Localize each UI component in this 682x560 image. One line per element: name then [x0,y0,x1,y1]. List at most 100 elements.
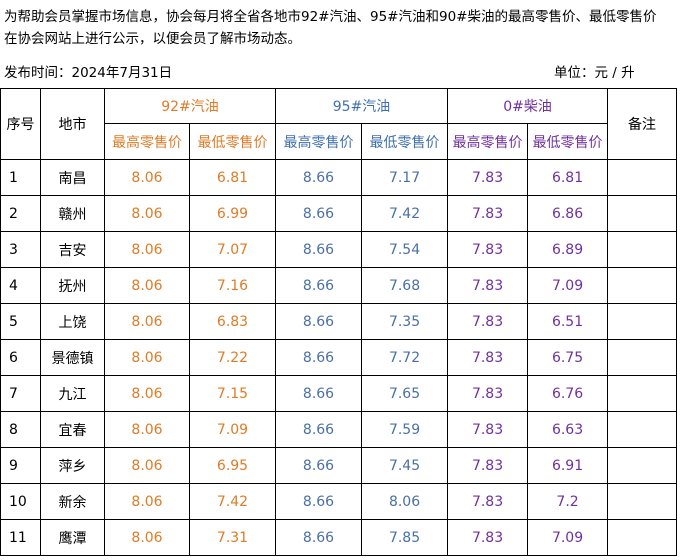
cell-gas92-max: 8.06 [104,483,190,520]
cell-gas95-min: 7.42 [361,195,449,232]
cell-index: 2 [0,195,41,232]
cell-city: 鹰潭 [40,519,105,556]
cell-index: 11 [0,519,41,556]
cell-gas95-min: 8.06 [361,483,449,520]
cell-diesel0-max: 7.83 [447,267,529,304]
cell-gas95-max: 8.66 [275,483,363,520]
cell-remark [607,519,678,556]
cell-gas92-min: 7.09 [188,411,277,448]
cell-gas92-min: 7.15 [188,375,277,412]
cell-diesel0-max: 7.83 [447,483,529,520]
cell-diesel0-max: 7.83 [447,339,529,376]
cell-gas95-max: 8.66 [275,267,363,304]
header-gas95-min: 最低零售价 [361,123,449,160]
cell-index: 9 [0,447,41,484]
cell-diesel0-max: 7.83 [447,375,529,412]
cell-gas95-min: 7.59 [361,411,449,448]
cell-diesel0-max: 7.83 [447,303,529,340]
cell-diesel0-min: 6.75 [527,339,609,376]
header-gas95: 95#汽油 [275,88,449,124]
header-diesel0: 0#柴油 [447,88,609,124]
cell-index: 8 [0,411,41,448]
cell-city: 萍乡 [40,447,105,484]
cell-gas95-min: 7.54 [361,231,449,268]
header-gas95-max: 最高零售价 [275,123,363,160]
cell-diesel0-min: 7.09 [527,519,609,556]
header-gas92-min: 最低零售价 [188,123,277,160]
table-row: 3 吉安 8.06 7.07 8.66 7.54 7.83 6.89 [0,231,678,268]
table-row: 11 鹰潭 8.06 7.31 8.66 7.85 7.83 7.09 [0,519,678,556]
cell-diesel0-max: 7.83 [447,411,529,448]
fuel-price-table: 序号 地市 92#汽油 95#汽油 0#柴油 备注 最高零售价 最低零售价 最高… [0,88,678,556]
cell-index: 4 [0,267,41,304]
cell-gas95-min: 7.68 [361,267,449,304]
cell-gas92-min: 6.99 [188,195,277,232]
cell-gas92-min: 6.83 [188,303,277,340]
cell-gas92-min: 6.81 [188,159,277,196]
cell-index: 10 [0,483,41,520]
cell-gas92-max: 8.06 [104,159,190,196]
cell-gas92-min: 7.07 [188,231,277,268]
cell-gas92-min: 6.95 [188,447,277,484]
meta-line: 发布时间：2024年7月31日 单位：元 / 升 [0,62,682,84]
cell-gas95-min: 7.72 [361,339,449,376]
cell-diesel0-max: 7.83 [447,159,529,196]
cell-remark [607,159,678,196]
cell-gas92-max: 8.06 [104,303,190,340]
cell-remark [607,339,678,376]
cell-gas95-max: 8.66 [275,447,363,484]
table-row: 8 宜春 8.06 7.09 8.66 7.59 7.83 6.63 [0,411,678,448]
cell-city: 吉安 [40,231,105,268]
table-row: 2 赣州 8.06 6.99 8.66 7.42 7.83 6.86 [0,195,678,232]
cell-index: 7 [0,375,41,412]
table-row: 9 萍乡 8.06 6.95 8.66 7.45 7.83 6.91 [0,447,678,484]
cell-index: 6 [0,339,41,376]
cell-gas92-min: 7.22 [188,339,277,376]
cell-gas95-min: 7.35 [361,303,449,340]
cell-gas95-max: 8.66 [275,519,363,556]
cell-gas95-max: 8.66 [275,195,363,232]
header-city: 地市 [40,88,105,160]
cell-gas95-min: 7.65 [361,375,449,412]
cell-city: 抚州 [40,267,105,304]
cell-diesel0-min: 6.89 [527,231,609,268]
cell-city: 景德镇 [40,339,105,376]
cell-gas92-min: 7.42 [188,483,277,520]
cell-gas95-min: 7.45 [361,447,449,484]
price-unit: 单位：元 / 升 [554,65,635,81]
cell-diesel0-min: 6.63 [527,411,609,448]
cell-diesel0-max: 7.83 [447,447,529,484]
cell-diesel0-min: 6.86 [527,195,609,232]
publish-date: 发布时间：2024年7月31日 [4,65,173,81]
cell-city: 上饶 [40,303,105,340]
cell-remark [607,375,678,412]
cell-gas95-max: 8.66 [275,339,363,376]
cell-diesel0-min: 6.91 [527,447,609,484]
cell-gas95-min: 7.17 [361,159,449,196]
cell-gas92-max: 8.06 [104,519,190,556]
table-row: 10 新余 8.06 7.42 8.66 8.06 7.83 7.2 [0,483,678,520]
cell-diesel0-min: 6.76 [527,375,609,412]
cell-gas92-max: 8.06 [104,195,190,232]
cell-gas92-max: 8.06 [104,267,190,304]
cell-gas95-max: 8.66 [275,159,363,196]
cell-index: 5 [0,303,41,340]
cell-remark [607,195,678,232]
cell-gas92-min: 7.16 [188,267,277,304]
table-row: 5 上饶 8.06 6.83 8.66 7.35 7.83 6.51 [0,303,678,340]
header-diesel0-max: 最高零售价 [447,123,529,160]
cell-diesel0-max: 7.83 [447,231,529,268]
cell-index: 1 [0,159,41,196]
cell-remark [607,267,678,304]
header-gas92-max: 最高零售价 [104,123,190,160]
cell-diesel0-max: 7.83 [447,195,529,232]
header-index: 序号 [0,88,41,160]
table-body: 1 南昌 8.06 6.81 8.66 7.17 7.83 6.81 2 赣州 8.06 6.99 8.… [0,159,678,556]
cell-gas92-min: 7.31 [188,519,277,556]
cell-remark [607,303,678,340]
table-row: 1 南昌 8.06 6.81 8.66 7.17 7.83 6.81 [0,159,678,196]
cell-gas92-max: 8.06 [104,411,190,448]
cell-gas95-max: 8.66 [275,375,363,412]
cell-index: 3 [0,231,41,268]
